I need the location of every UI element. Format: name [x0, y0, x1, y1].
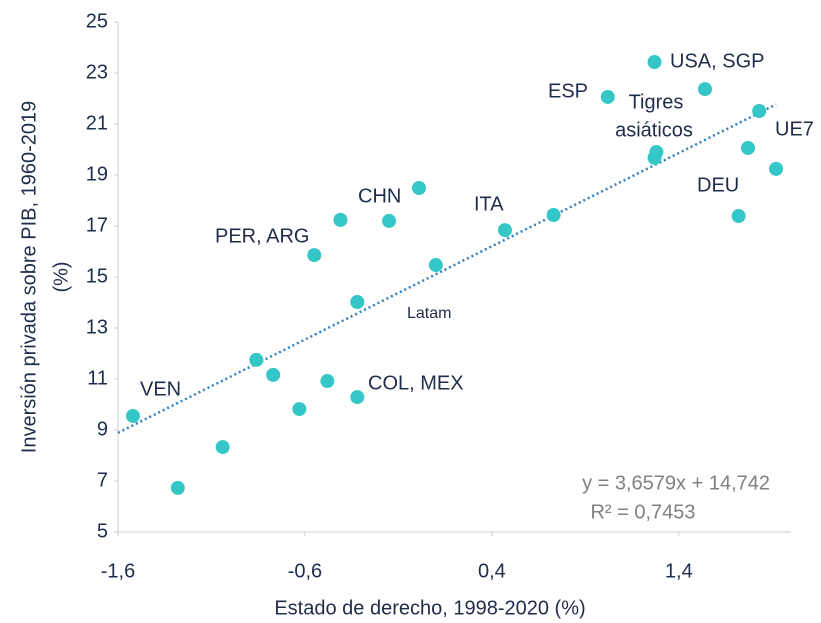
- y-axis-label: Inversión privada sobre PIB, 1960-2019: [18, 101, 40, 453]
- y-tick-label: 13: [86, 316, 108, 338]
- point: [333, 212, 348, 227]
- point: [428, 258, 443, 273]
- annotation: PER, ARG: [215, 225, 309, 247]
- y-tick-label: 7: [97, 469, 108, 491]
- y-tick-label: 9: [97, 418, 108, 440]
- point: [600, 89, 615, 104]
- y-tick-label: 21: [86, 112, 108, 134]
- point: [249, 352, 264, 367]
- y-tick-label: 19: [86, 163, 108, 185]
- annotation: CHN: [358, 185, 401, 207]
- x-tick-label: -1,6: [101, 560, 135, 582]
- annotation: VEN: [140, 378, 181, 400]
- y-tick-label: 17: [86, 214, 108, 236]
- point: [731, 209, 746, 224]
- point: [546, 208, 561, 223]
- annotation: UE7: [775, 118, 814, 140]
- trend-r2: R² = 0,7453: [590, 501, 695, 523]
- y-tick-label: 25: [86, 10, 108, 32]
- x-axis-label: Estado de derecho, 1998-2020 (%): [274, 597, 585, 619]
- point: [647, 150, 662, 165]
- y-tick-label: 11: [87, 367, 108, 389]
- annotation: ITA: [474, 193, 504, 215]
- annotation: DEU: [697, 174, 739, 196]
- y-tick-label: 23: [86, 61, 108, 83]
- point: [266, 367, 281, 382]
- point: [698, 82, 713, 97]
- annotation: Latam: [407, 305, 451, 322]
- point: [382, 213, 397, 228]
- point: [125, 408, 140, 423]
- point: [497, 223, 512, 238]
- point: [215, 440, 230, 455]
- x-tick-label: -0,6: [288, 560, 322, 582]
- point: [647, 55, 662, 70]
- point: [752, 103, 767, 118]
- point: [411, 181, 426, 196]
- x-tick-label: 0,4: [478, 560, 506, 582]
- y-axis-label: (%): [50, 261, 72, 292]
- point: [307, 248, 322, 263]
- point: [170, 480, 185, 495]
- trend-equation: y = 3,6579x + 14,742: [582, 472, 770, 494]
- y-tick-label: 15: [86, 265, 108, 287]
- annotation: asiáticos: [615, 119, 693, 141]
- annotation: USA, SGP: [670, 50, 764, 72]
- y-tick-label: 5: [97, 520, 108, 542]
- annotation: ESP: [548, 80, 588, 102]
- point: [350, 390, 365, 405]
- annotation: Tigres: [629, 91, 684, 113]
- point: [292, 402, 307, 417]
- point: [320, 374, 335, 389]
- x-tick-label: 1,4: [665, 560, 693, 582]
- point: [741, 140, 756, 155]
- point: [350, 294, 365, 309]
- point: [769, 161, 784, 176]
- annotation: COL, MEX: [368, 372, 464, 394]
- y-axis-label-group: Inversión privada sobre PIB, 1960-2019 (…: [18, 101, 72, 453]
